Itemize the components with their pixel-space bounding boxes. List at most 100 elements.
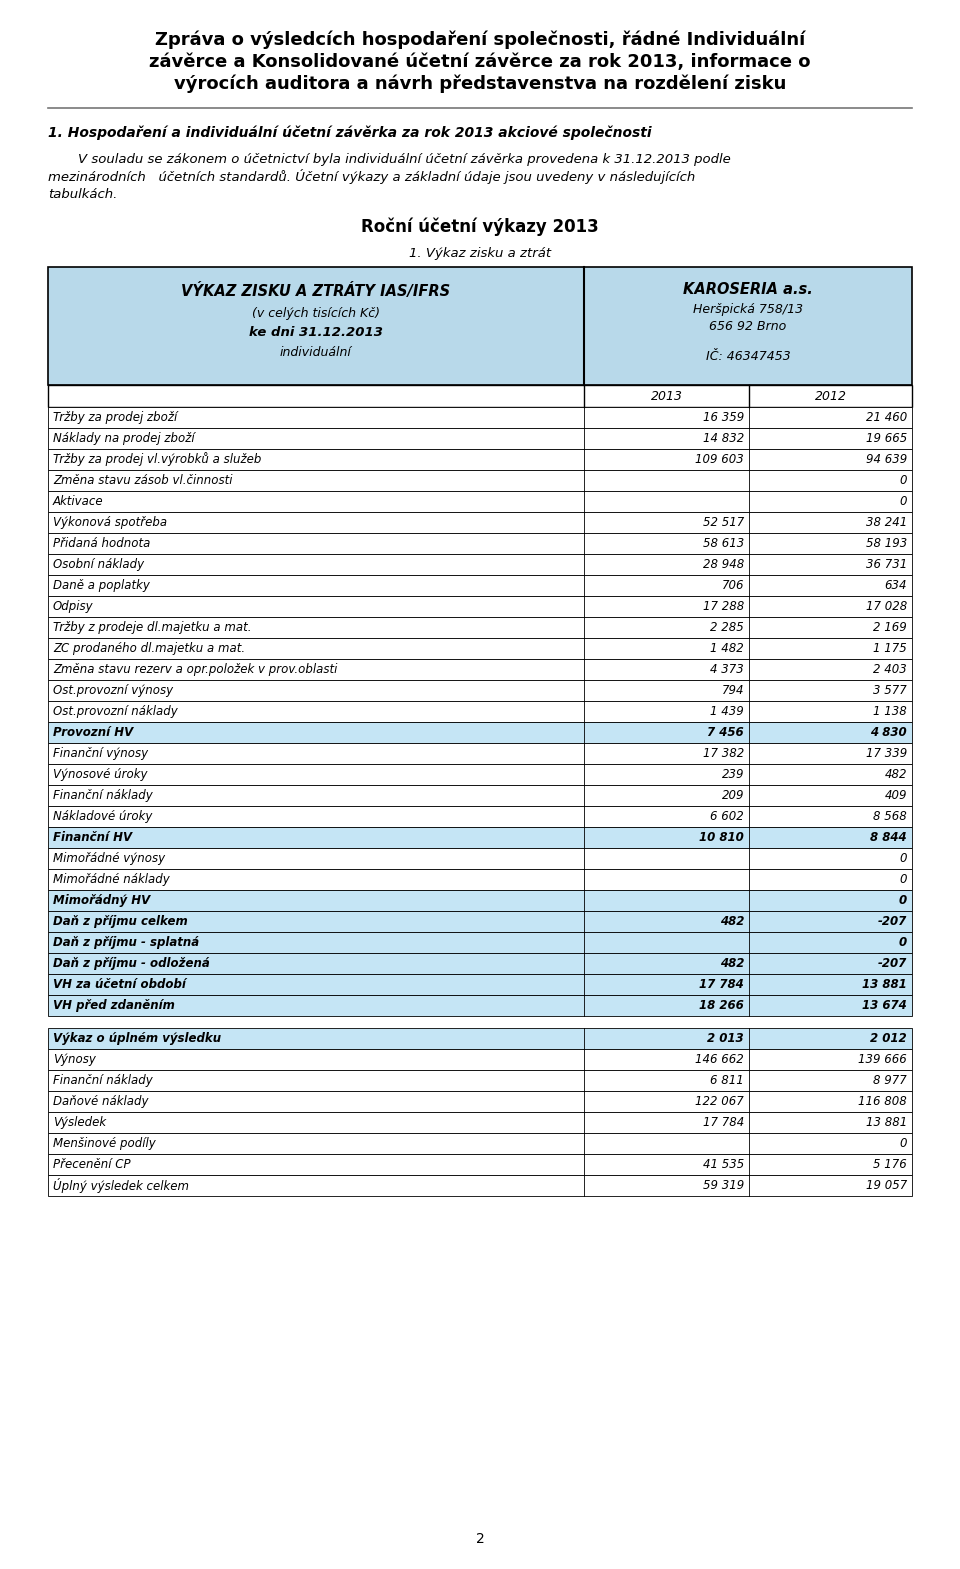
Text: 2 012: 2 012 [871, 1032, 907, 1045]
Bar [48, 701, 912, 722]
Text: 0: 0 [900, 852, 907, 865]
Text: 2: 2 [475, 1531, 485, 1545]
Text: 94 639: 94 639 [866, 453, 907, 466]
Text: Aktivace: Aktivace [53, 494, 104, 508]
Text: 41 535: 41 535 [703, 1158, 744, 1170]
Bar [48, 617, 912, 639]
Text: Finanční náklady: Finanční náklady [53, 1075, 153, 1087]
Text: (v celých tisících Kč): (v celých tisících Kč) [252, 306, 380, 320]
Bar [48, 1090, 912, 1112]
Text: Výsledek: Výsledek [53, 1116, 107, 1130]
Bar [48, 995, 912, 1017]
Text: 139 666: 139 666 [858, 1053, 907, 1065]
Text: 2 403: 2 403 [874, 664, 907, 676]
Text: Daň z příjmu - splatná: Daň z příjmu - splatná [53, 937, 199, 949]
Text: Nákladové úroky: Nákladové úroky [53, 810, 153, 824]
Text: 8 977: 8 977 [874, 1075, 907, 1087]
Text: 17 382: 17 382 [703, 747, 744, 759]
Text: 656 92 Brno: 656 92 Brno [709, 320, 786, 334]
Text: 116 808: 116 808 [858, 1095, 907, 1108]
Text: 0: 0 [899, 894, 907, 907]
Text: 6 811: 6 811 [710, 1075, 744, 1087]
Text: Tržby za prodej zboží: Tržby za prodej zboží [53, 411, 178, 424]
Text: 109 603: 109 603 [695, 453, 744, 466]
Text: 58 193: 58 193 [866, 537, 907, 551]
Text: 21 460: 21 460 [866, 411, 907, 424]
Text: VÝKAZ ZISKU A ZTRÁTY IAS/IFRS: VÝKAZ ZISKU A ZTRÁTY IAS/IFRS [181, 282, 450, 300]
Bar [48, 384, 912, 406]
Bar [48, 596, 912, 617]
Text: Daň z příjmu - odložená: Daň z příjmu - odložená [53, 957, 209, 970]
Bar [48, 1112, 912, 1133]
Text: ke dni 31.12.2013: ke dni 31.12.2013 [249, 326, 383, 339]
Text: 794: 794 [722, 684, 744, 697]
Text: VH před zdaněním: VH před zdaněním [53, 999, 175, 1012]
Bar [48, 1050, 912, 1070]
Text: 1 439: 1 439 [710, 704, 744, 719]
Bar [48, 554, 912, 574]
Text: Ost.provozní výnosy: Ost.provozní výnosy [53, 684, 173, 697]
Text: 4 373: 4 373 [710, 664, 744, 676]
Text: 17 339: 17 339 [866, 747, 907, 759]
Bar [48, 1155, 912, 1175]
Text: individuální: individuální [280, 347, 352, 359]
Text: Finanční náklady: Finanční náklady [53, 789, 153, 802]
Bar [48, 1028, 912, 1050]
Bar [584, 267, 912, 384]
Bar [48, 827, 912, 847]
Text: tabulkách.: tabulkách. [48, 188, 117, 201]
Text: 146 662: 146 662 [695, 1053, 744, 1065]
Bar [48, 574, 912, 596]
Bar [48, 952, 912, 974]
Text: 13 881: 13 881 [862, 977, 907, 992]
Bar [48, 511, 912, 533]
Text: mezinárodních   účetních standardů. Účetní výkazy a základní údaje jsou uvedeny : mezinárodních účetních standardů. Účetní… [48, 169, 695, 185]
Bar [48, 869, 912, 890]
Text: Heršpická 758/13: Heršpická 758/13 [693, 303, 804, 315]
Bar [48, 406, 912, 428]
Bar [48, 890, 912, 912]
Bar [48, 659, 912, 679]
Text: 239: 239 [722, 767, 744, 781]
Text: Přidaná hodnota: Přidaná hodnota [53, 537, 151, 551]
Bar [48, 1133, 912, 1155]
Text: 2012: 2012 [814, 389, 847, 403]
Bar [48, 1070, 912, 1090]
Text: 1. Hospodaření a individuální účetní závěrka za rok 2013 akciové společnosti: 1. Hospodaření a individuální účetní záv… [48, 126, 652, 140]
Text: 59 319: 59 319 [703, 1178, 744, 1192]
Text: Finanční HV: Finanční HV [53, 832, 132, 844]
Text: 1 175: 1 175 [874, 642, 907, 654]
Text: Přecenění CP: Přecenění CP [53, 1158, 131, 1170]
Bar [48, 679, 912, 701]
Text: 482: 482 [884, 767, 907, 781]
Text: Zpráva o výsledcích hospodaření společnosti, řádné Individuální: Zpráva o výsledcích hospodaření společno… [155, 31, 805, 49]
Text: Daň z příjmu celkem: Daň z příjmu celkem [53, 915, 188, 927]
Text: 0: 0 [900, 1138, 907, 1150]
Text: 13 881: 13 881 [866, 1116, 907, 1130]
Text: 17 288: 17 288 [703, 599, 744, 613]
Text: Daňové náklady: Daňové náklady [53, 1095, 149, 1108]
Text: ZC prodaného dl.majetku a mat.: ZC prodaného dl.majetku a mat. [53, 642, 245, 654]
Bar [48, 533, 912, 554]
Text: 6 602: 6 602 [710, 810, 744, 824]
Text: Změna stavu rezerv a opr.položek v prov.oblasti: Změna stavu rezerv a opr.položek v prov.… [53, 664, 337, 676]
Text: Menšinové podíly: Menšinové podíly [53, 1138, 156, 1150]
Text: výrocích auditora a návrh představenstva na rozdělení zisku: výrocích auditora a návrh představenstva… [174, 75, 786, 93]
Bar [48, 847, 912, 869]
Bar [48, 449, 912, 471]
Text: Výnosy: Výnosy [53, 1053, 96, 1065]
Text: 122 067: 122 067 [695, 1095, 744, 1108]
Text: Mimořádné výnosy: Mimořádné výnosy [53, 852, 165, 865]
Text: 2 169: 2 169 [874, 621, 907, 634]
Text: 1. Výkaz zisku a ztrát: 1. Výkaz zisku a ztrát [409, 246, 551, 259]
Text: 4 830: 4 830 [871, 726, 907, 739]
Bar [48, 912, 912, 932]
Text: 8 844: 8 844 [871, 832, 907, 844]
Text: Výnosové úroky: Výnosové úroky [53, 767, 148, 781]
Text: 13 674: 13 674 [862, 999, 907, 1012]
Text: 38 241: 38 241 [866, 516, 907, 529]
Bar [48, 932, 912, 952]
Text: VH za účetní období: VH za účetní období [53, 977, 186, 992]
Text: Osobní náklady: Osobní náklady [53, 559, 144, 571]
Text: Finanční výnosy: Finanční výnosy [53, 747, 148, 759]
